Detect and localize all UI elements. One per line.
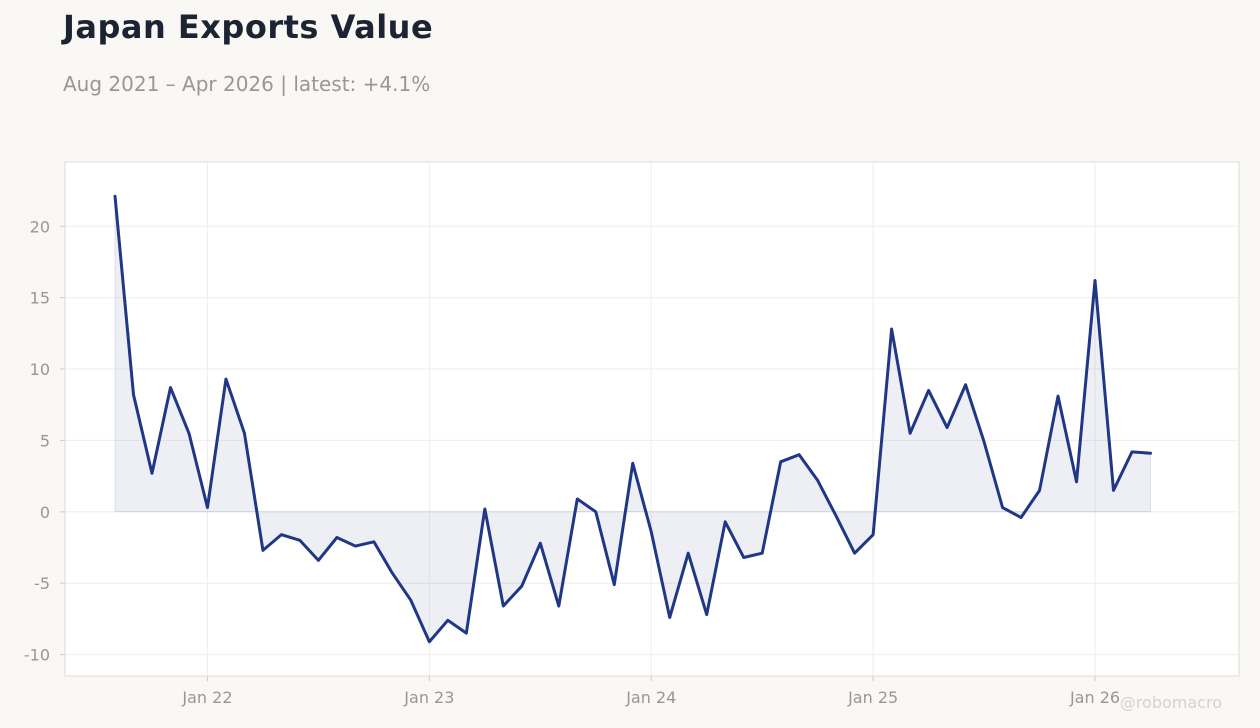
data-point: [964, 384, 966, 386]
data-point: [1149, 452, 1151, 454]
data-point: [447, 619, 449, 621]
data-point: [595, 511, 597, 513]
y-tick-label: -5: [34, 574, 50, 593]
data-point: [946, 426, 948, 428]
data-point: [1075, 481, 1077, 483]
data-point: [872, 533, 874, 535]
data-point: [724, 521, 726, 523]
chart-subtitle: Aug 2021 – Apr 2026 | latest: +4.1%: [63, 72, 431, 96]
data-point: [502, 605, 504, 607]
data-point: [539, 542, 541, 544]
data-point: [1057, 395, 1059, 397]
data-point: [151, 472, 153, 474]
data-point: [336, 536, 338, 538]
data-point: [169, 386, 171, 388]
data-point: [465, 632, 467, 634]
plot-area: [64, 161, 1240, 677]
data-point: [761, 552, 763, 554]
data-point: [816, 479, 818, 481]
y-tick-label: 5: [40, 431, 50, 450]
data-point: [779, 461, 781, 463]
data-point: [132, 394, 134, 396]
data-point: [927, 389, 929, 391]
data-point: [687, 552, 689, 554]
data-point: [391, 572, 393, 574]
data-point: [225, 378, 227, 380]
data-point: [632, 462, 634, 464]
data-point: [1112, 489, 1114, 491]
data-point: [853, 552, 855, 554]
data-point: [1131, 451, 1133, 453]
chart-title: Japan Exports Value: [63, 8, 434, 46]
data-point: [909, 432, 911, 434]
data-point: [262, 549, 264, 551]
data-point: [1001, 506, 1003, 508]
data-point: [558, 605, 560, 607]
data-point: [354, 545, 356, 547]
x-tick-label: Jan 24: [625, 688, 676, 707]
data-point: [835, 515, 837, 517]
x-tick-label: Jan 25: [847, 688, 898, 707]
y-tick-label: 15: [30, 289, 50, 308]
data-point: [428, 641, 430, 643]
data-point: [576, 498, 578, 500]
data-point: [280, 533, 282, 535]
data-point: [706, 613, 708, 615]
y-tick-label: 20: [30, 217, 50, 236]
y-tick-label: 0: [40, 503, 50, 522]
data-point: [188, 432, 190, 434]
data-point: [798, 453, 800, 455]
data-point: [613, 583, 615, 585]
data-point: [484, 508, 486, 510]
series-line: [113, 194, 1152, 644]
data-point: [1020, 516, 1022, 518]
data-point: [742, 556, 744, 558]
data-point: [983, 441, 985, 443]
data-point: [1038, 489, 1040, 491]
data-point: [317, 559, 319, 561]
data-point: [650, 531, 652, 533]
data-point: [410, 599, 412, 601]
y-tick-label: -10: [24, 646, 50, 665]
x-tick-label: Jan 23: [403, 688, 454, 707]
data-point: [373, 541, 375, 543]
data-point: [1094, 279, 1096, 281]
x-tick-label: Jan 22: [181, 688, 232, 707]
data-point: [669, 616, 671, 618]
data-point: [890, 328, 892, 330]
watermark: @robomacro: [1119, 693, 1222, 712]
data-point: [114, 195, 116, 197]
data-point: [521, 585, 523, 587]
y-tick-label: 10: [30, 360, 50, 379]
x-tick-label: Jan 26: [1069, 688, 1120, 707]
data-point: [299, 539, 301, 541]
data-point: [243, 432, 245, 434]
data-point: [206, 506, 208, 508]
